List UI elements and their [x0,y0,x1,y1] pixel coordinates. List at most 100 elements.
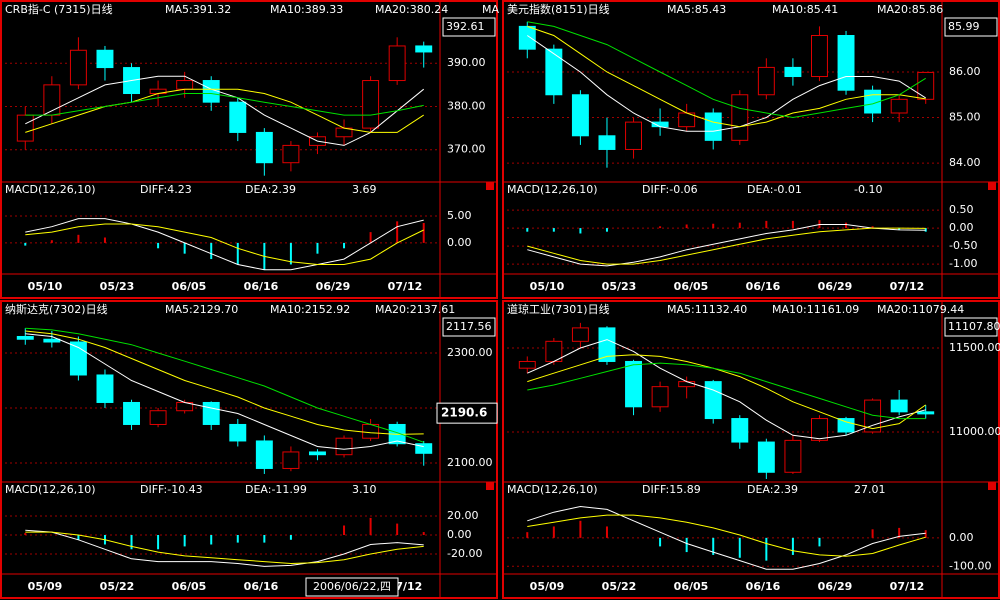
candle-body [362,80,380,129]
ma-line [25,333,424,450]
ma-line [25,88,424,133]
x-tick-label: 05/22 [602,580,637,593]
macd-line [25,531,424,565]
candle-body [757,66,775,96]
x-tick-label: 06/29 [818,280,853,293]
y-tick-label: 0.00 [949,531,974,544]
x-tick-label: 05/23 [602,280,637,293]
marker-square [486,182,494,190]
y-tick-label: 85.00 [949,111,981,124]
x-tick-label: 05/22 [100,580,135,593]
candle-body [545,48,563,96]
y-tick-label: 20.00 [447,509,479,522]
candle-body [255,440,273,469]
candle-body [16,114,34,142]
legend-entry: MA20:380.24 [375,3,448,16]
x-tick-label: 06/16 [746,280,781,293]
cursor-date-box [305,577,399,597]
x-tick-label: 06/29 [316,280,351,293]
candle-body [335,437,353,456]
macd-line [25,223,424,265]
ma-line [25,75,425,146]
x-tick-label: 06/16 [244,280,279,293]
panel-border [0,300,498,599]
macd-legend: DIFF:-0.06 [642,183,698,196]
macd-line [527,224,926,267]
y-tick-label: 390.00 [447,56,486,69]
legend-entry: MA5:2129.70 [165,303,238,316]
y-tick-label: 380.00 [447,99,486,112]
legend-entry: MA10:389.33 [270,3,343,16]
candle-body [890,399,908,413]
candle-body [69,49,87,86]
price-box [944,17,998,37]
x-tick-label: 05/23 [100,280,135,293]
y-tick-label: 11500.00 [949,341,1000,354]
x-tick-label: 05/09 [28,580,63,593]
candle-body [16,335,34,340]
candle-body [598,327,616,362]
candle-body [917,411,935,415]
ma-line [527,21,926,119]
ma-line [527,362,926,420]
cursor-price-box [436,402,498,424]
marker-square [486,482,494,490]
panel-title: 纳斯达克(7302)日线 [5,302,108,316]
y-tick-label: 0.50 [949,203,974,216]
macd-title: MACD(12,26,10) [507,183,598,196]
y-tick-label: 2300.00 [447,346,493,359]
y-tick-label: -0.50 [949,239,977,252]
candle-body [811,418,828,441]
price-label: 2117.56 [446,320,492,333]
macd-legend: DEA:-0.01 [747,183,802,196]
legend-entry: MA5:391.32 [165,3,231,16]
candle-body [917,71,935,100]
legend-entry: MA20:85.86 [877,3,943,16]
macd-legend: DEA:2.39 [747,483,798,496]
candle-body [704,112,722,141]
macd-line [527,505,926,570]
macd-title: MACD(12,26,10) [5,183,96,196]
legend-entry: MA5:11132.40 [667,303,747,316]
candle-body [784,66,802,78]
macd-line [527,514,926,557]
x-tick-label: 07/12 [890,580,925,593]
candle-body [202,401,220,425]
y-tick-label: 0.00 [949,221,974,234]
price-label: 85.99 [948,20,980,33]
y-tick-label: 84.00 [949,156,981,169]
macd-legend: DIFF:4.23 [140,183,192,196]
x-tick-label: 06/05 [674,580,709,593]
x-tick-label: 07/12 [388,280,423,293]
legend-entry: MA10:2152.92 [270,303,350,316]
macd-legend: DIFF:-10.43 [140,483,203,496]
x-tick-label: 05/10 [28,280,63,293]
candle-body [625,121,642,150]
panel-title: 美元指数(8151)日线 [507,2,610,16]
candle-body [598,135,616,150]
ma-line [527,354,926,430]
x-tick-label: 06/05 [674,280,709,293]
candle-body [518,25,536,50]
candle-body [309,451,326,456]
candle-body [43,338,61,343]
candle-body [415,45,433,53]
macd-legend: DEA:2.39 [245,183,296,196]
macd-line [25,529,424,567]
candle-body [149,410,167,425]
candle-body [69,341,87,376]
macd-value: 3.69 [352,183,377,196]
x-tick-label: 06/16 [746,580,781,593]
legend-entry: MA10:11161.09 [772,303,859,316]
candle-body [571,327,589,342]
candle-body [731,94,749,141]
candle-body [704,381,722,420]
macd-legend: DEA:-11.99 [245,483,307,496]
candle-body [651,121,669,128]
ma-line [527,25,926,128]
candle-body [123,401,140,425]
candle-body [282,451,300,469]
y-tick-label: -1.00 [949,257,977,270]
